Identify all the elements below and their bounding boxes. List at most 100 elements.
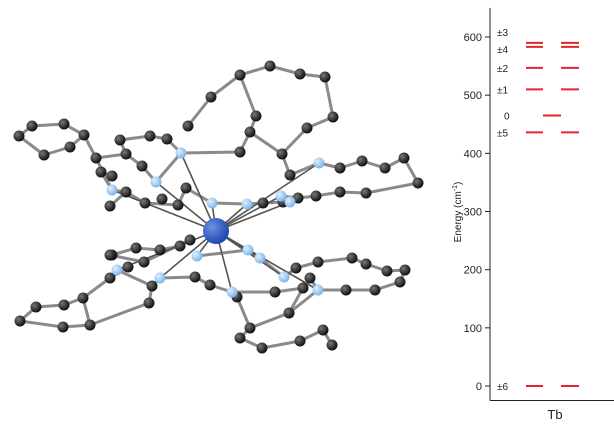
carbon-atom — [180, 182, 192, 194]
carbon-atom — [379, 162, 391, 174]
carbon-atom — [154, 244, 166, 256]
carbon-atom — [356, 155, 368, 167]
carbon-atom — [138, 256, 150, 268]
carbon-atom — [250, 110, 262, 122]
carbon-atom — [326, 339, 338, 351]
nitrogen-atom — [191, 250, 203, 262]
carbon-atom — [317, 324, 329, 336]
carbon-atom — [346, 252, 358, 264]
carbon-atom — [294, 68, 306, 80]
coordination-bond — [215, 162, 320, 232]
y-tick-label: 300 — [464, 207, 482, 219]
carbon-atom — [104, 272, 116, 284]
carbon-atom — [95, 166, 107, 178]
carbon-atom — [381, 265, 393, 277]
level-label: ±3 — [497, 28, 508, 39]
carbon-atom — [334, 186, 346, 198]
molecular-structure — [13, 60, 424, 354]
carbon-atom — [205, 91, 217, 103]
carbon-atom — [394, 276, 406, 288]
carbon-atom — [319, 71, 331, 83]
x-category-label: Tb — [547, 407, 562, 422]
energy-level: ±4 — [497, 45, 579, 56]
carbon-atom — [14, 315, 26, 327]
carbon-atom — [256, 342, 268, 354]
carbon-atom — [304, 272, 316, 284]
carbon-atom — [30, 301, 42, 313]
carbon-atom — [143, 297, 155, 309]
nitrogen-atom — [278, 271, 290, 283]
carbon-atom — [161, 133, 173, 145]
carbon-atom — [269, 286, 281, 298]
nitrogen-atom — [175, 147, 187, 159]
carbon-atom — [156, 193, 168, 205]
energy-level: ±6 — [497, 382, 579, 393]
level-label: ±6 — [497, 382, 508, 393]
energy-level: 0 — [504, 112, 561, 123]
carbon-atom — [144, 130, 156, 142]
carbon-atom — [184, 234, 196, 246]
carbon-atom — [294, 335, 306, 347]
carbon-atom — [130, 242, 142, 254]
carbon-atom — [26, 120, 38, 132]
carbon-atom — [90, 152, 102, 164]
coordination-bond — [116, 230, 217, 271]
carbon-atom — [398, 152, 410, 164]
carbon-atom — [264, 60, 276, 72]
carbon-atom — [172, 199, 184, 211]
coordination-bond — [180, 152, 217, 232]
carbon-atom — [234, 146, 246, 158]
nitrogen-atom — [254, 252, 266, 264]
carbon-atom — [120, 148, 132, 160]
nitrogen-atom — [154, 272, 166, 284]
energy-level: ±5 — [497, 128, 579, 139]
carbon-atom — [106, 170, 118, 182]
y-tick-label: 0 — [476, 381, 482, 393]
nitrogen-atom — [111, 264, 123, 276]
energy-level: ±3 — [497, 28, 579, 44]
carbon-atom — [174, 240, 186, 252]
carbon-atom — [139, 197, 151, 209]
nitrogen-atom — [284, 196, 296, 208]
carbon-atom — [13, 130, 25, 142]
level-label: 0 — [504, 112, 510, 123]
y-tick-label: 100 — [464, 323, 482, 335]
carbon-atom — [257, 197, 269, 209]
coordination-bond — [111, 189, 217, 232]
nitrogen-atom — [206, 197, 218, 209]
energy-level: ±2 — [497, 64, 579, 75]
carbon-atom — [78, 129, 90, 141]
y-tick-label: 400 — [464, 148, 482, 160]
carbon-atom — [136, 160, 148, 172]
nitrogen-atom — [226, 286, 238, 298]
carbon-atom — [412, 177, 424, 189]
carbon-atom — [312, 256, 324, 268]
level-label: ±4 — [497, 45, 508, 56]
carbon-atom — [182, 120, 194, 132]
carbon-atom — [340, 284, 352, 296]
carbon-atom — [244, 322, 256, 334]
carbon-atom — [244, 126, 256, 138]
carbon-atom — [360, 258, 372, 270]
carbon-atom — [122, 261, 134, 273]
bond — [82, 134, 183, 184]
nitrogen-atom — [241, 198, 253, 210]
carbon-atom — [38, 149, 50, 161]
nitrogen-atom — [242, 244, 254, 256]
level-label: ±1 — [497, 85, 508, 96]
carbon-atom — [297, 282, 309, 294]
y-axis: 0 100 200 300 400 500 600 — [464, 7, 614, 402]
carbon-atom — [290, 262, 302, 274]
carbon-atom — [64, 141, 76, 153]
carbon-atom — [120, 186, 132, 198]
carbon-atom — [399, 264, 411, 276]
nitrogen-atom — [312, 284, 324, 296]
carbon-atom — [104, 200, 116, 212]
carbon-atom — [104, 249, 116, 261]
carbon-atom — [189, 271, 201, 283]
nitrogen-atom — [313, 157, 325, 169]
atoms — [13, 60, 424, 354]
energy-levels: ±6 ±5 0 ±1 ±2 ±4 ±3 — [497, 28, 579, 393]
y-tick-label: 500 — [464, 90, 482, 102]
